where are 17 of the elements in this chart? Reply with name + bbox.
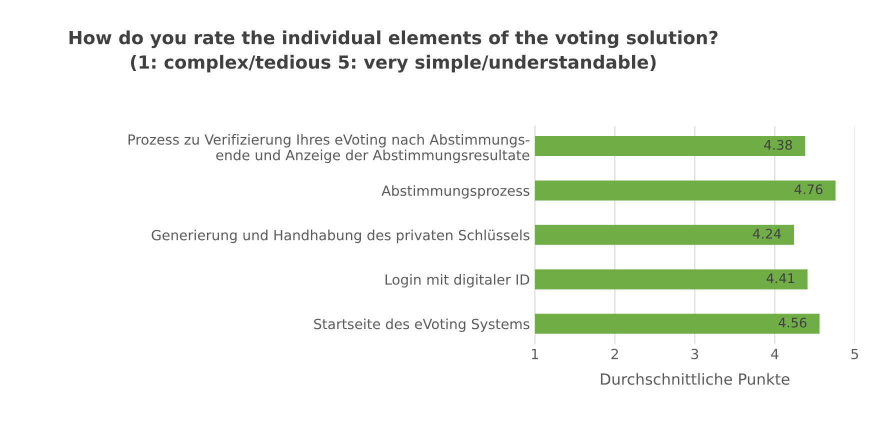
- data-label: 4.56: [778, 318, 806, 328]
- y-tick-label: Prozess zu Verifizierung Ihres eVoting nach Abstimmungs- ende und Anzeige der Abstimmungsresultate: [128, 134, 530, 164]
- x-tick-label: 5: [851, 348, 858, 360]
- data-label: 4.24: [752, 228, 781, 239]
- data-label: 4.76: [794, 184, 822, 194]
- y-tick-label: Generierung und Handhabung des privaten Schlüssels: [152, 230, 530, 244]
- chart-title: How do you rate the individual elements of the voting solution? (1: complex/tedious 5: very simple/understandable): [70, 30, 718, 73]
- x-tick-label: 3: [691, 348, 698, 360]
- x-tick-label: 1: [532, 348, 538, 360]
- data-label: 4.41: [766, 273, 794, 283]
- y-tick-label: Login mit digitaler ID: [386, 274, 530, 288]
- x-tick-label: 4: [771, 348, 778, 360]
- y-tick-label: Startseite des eVoting Systems: [314, 318, 530, 332]
- data-label: 4.38: [764, 140, 792, 150]
- y-tick-label: Abstimmungsprozess: [382, 185, 530, 199]
- x-tick-label: 2: [611, 348, 618, 360]
- x-axis-title: Durchschnittliche Punkte: [600, 373, 790, 385]
